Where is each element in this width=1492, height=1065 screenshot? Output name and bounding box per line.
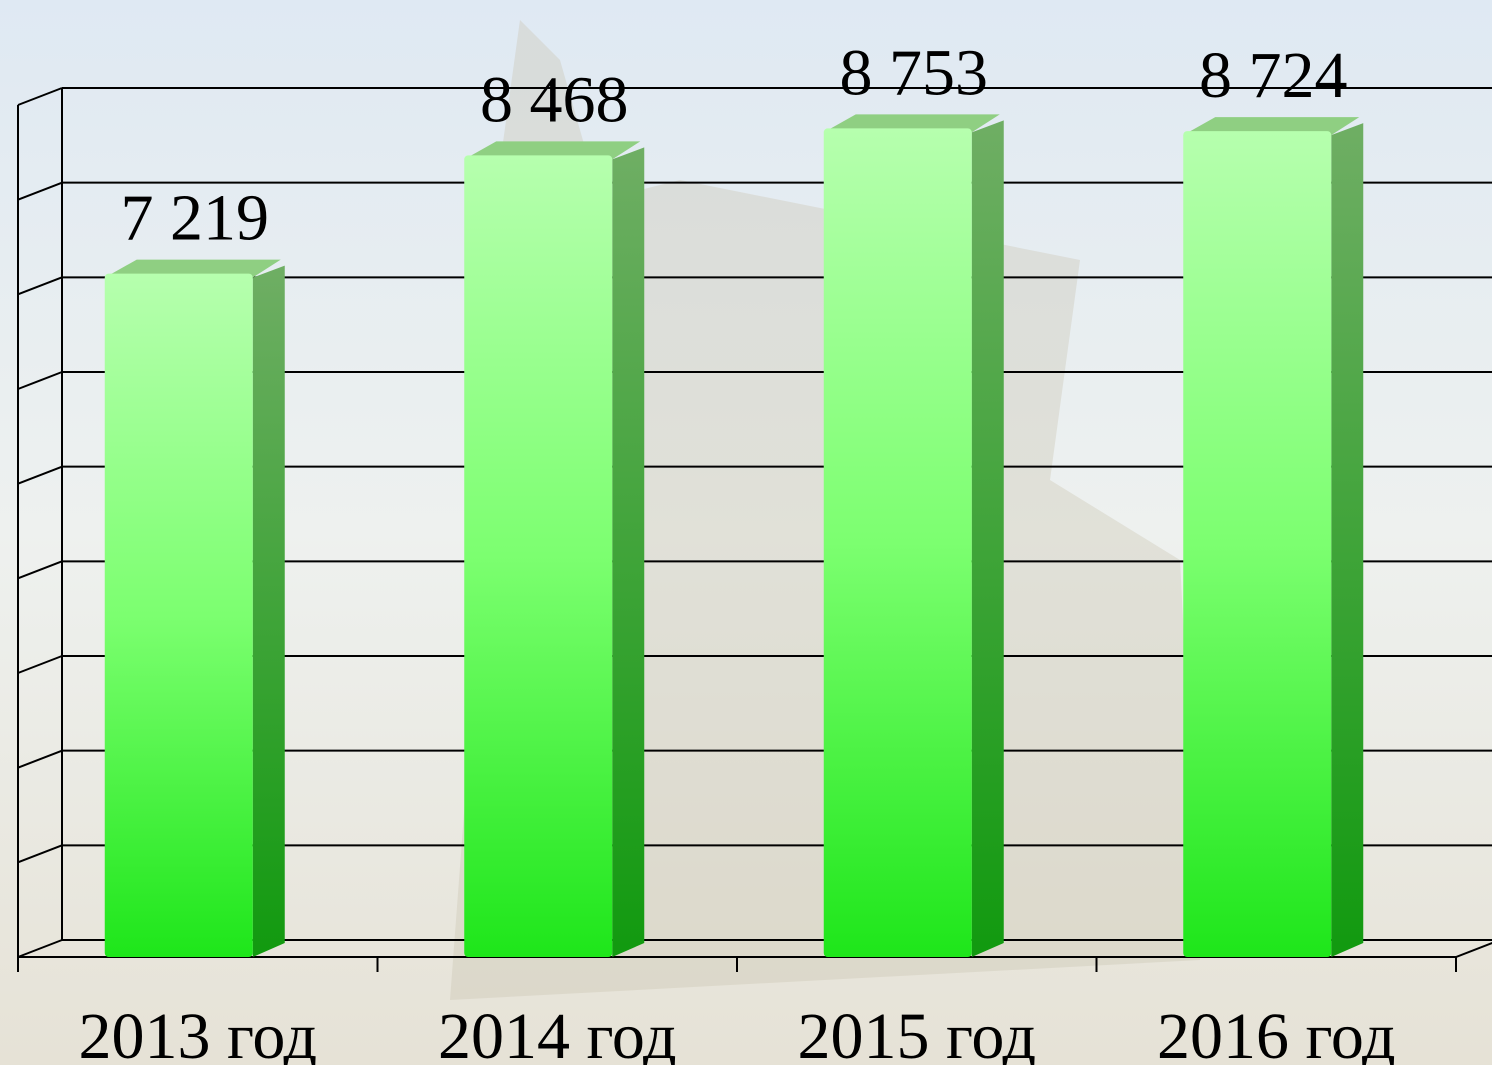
value-label: 7 219	[121, 182, 270, 255]
bar	[824, 128, 972, 957]
chart: 2013 год 7 219 2014 год 8 468 2015 год 8 753 2…	[0, 0, 1492, 1065]
value-label: 8 724	[1199, 39, 1348, 112]
bar-side	[1331, 123, 1363, 957]
x-tick-label: 2014 год	[438, 1000, 677, 1065]
value-label: 8 468	[480, 63, 629, 136]
bar	[464, 155, 612, 957]
bar-side	[253, 266, 285, 957]
x-tick-label: 2015 год	[797, 1000, 1036, 1065]
value-label: 8 753	[840, 36, 989, 109]
bar	[105, 274, 253, 957]
bar-side	[612, 147, 644, 957]
x-tick-label: 2013 год	[78, 1000, 317, 1065]
bar	[1183, 131, 1331, 957]
x-tick-label: 2016 год	[1157, 1000, 1396, 1065]
page: 2013 год 7 219 2014 год 8 468 2015 год 8 753 2…	[0, 0, 1492, 1065]
bar-side	[972, 120, 1004, 957]
